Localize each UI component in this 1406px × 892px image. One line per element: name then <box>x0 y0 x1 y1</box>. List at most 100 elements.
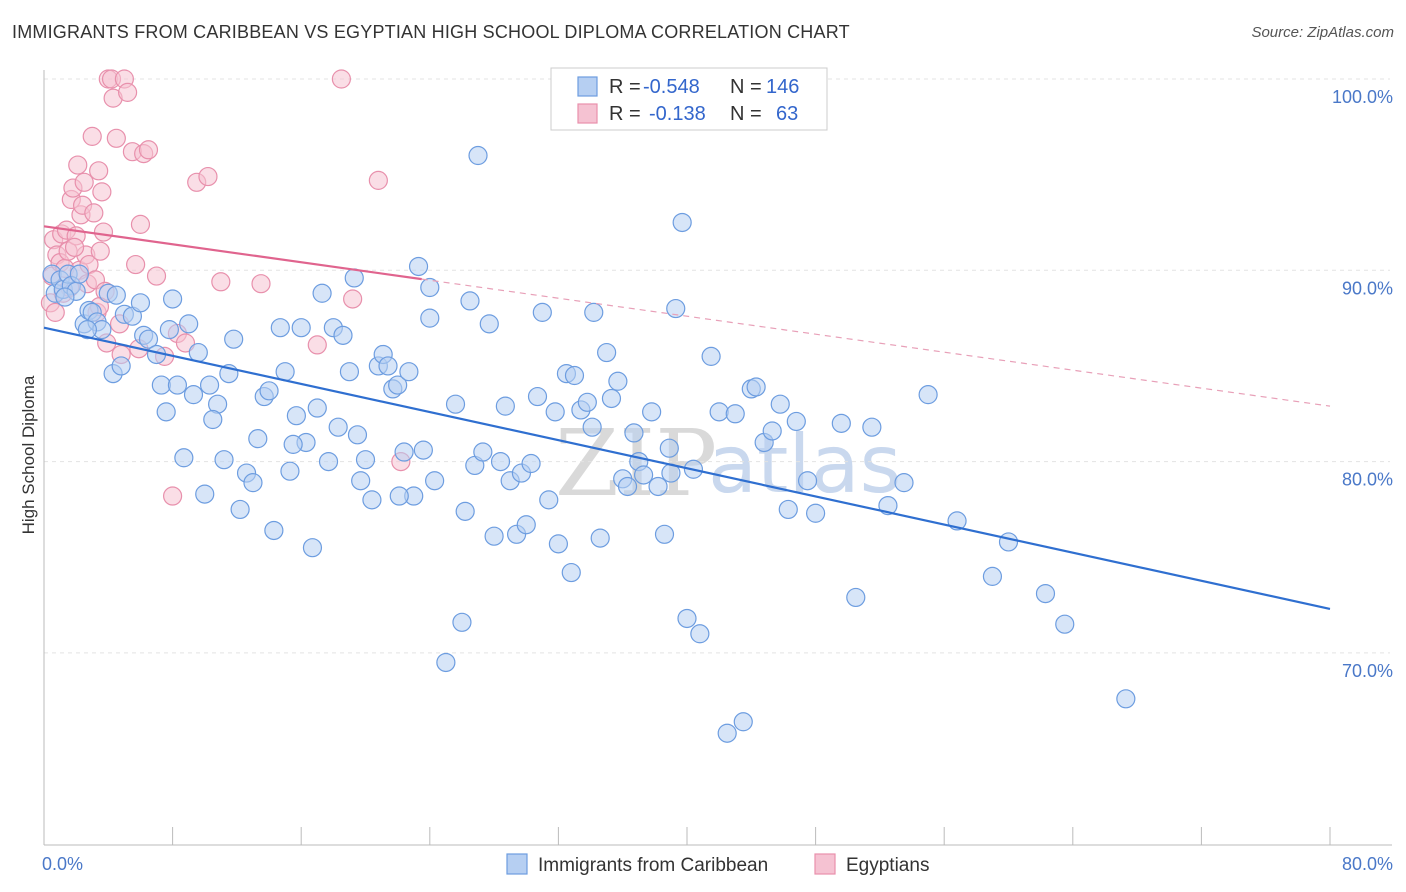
x-tick-labels: 0.0% 80.0% <box>42 854 1393 874</box>
caribbean-point <box>408 256 429 277</box>
caribbean-point <box>597 342 617 363</box>
caribbean-point <box>291 318 311 338</box>
caribbean-point <box>420 277 440 298</box>
caribbean-point <box>582 417 602 437</box>
axes <box>43 70 1392 846</box>
egyptians-point <box>74 172 94 192</box>
y-tick-label: 70.0% <box>1342 661 1393 681</box>
caribbean-point <box>659 438 679 458</box>
legend-r-label-1: R = <box>609 76 641 98</box>
caribbean-point <box>770 394 790 414</box>
y-tick-labels: 70.0% 80.0% 90.0% 100.0% <box>1332 87 1393 681</box>
caribbean-point <box>203 409 223 430</box>
x-tick-label-max: 80.0% <box>1342 854 1393 874</box>
egyptians-point <box>163 486 183 506</box>
egyptians-point <box>138 140 159 160</box>
y-tick-label: 100.0% <box>1332 87 1393 107</box>
caribbean-point <box>280 461 300 481</box>
legend-n-value-2: 63 <box>776 103 798 125</box>
caribbean-point <box>862 417 882 437</box>
caribbean-point <box>394 442 414 462</box>
egyptians-point <box>82 126 102 146</box>
egyptians-point <box>68 155 88 175</box>
y-tick-label: 80.0% <box>1342 470 1393 490</box>
caribbean-point <box>473 442 493 462</box>
caribbean-point <box>701 346 721 366</box>
chart-title: IMMIGRANTS FROM CARIBBEAN VS EGYPTIAN HI… <box>12 22 850 42</box>
egyptians-point <box>251 274 271 294</box>
caribbean-point <box>174 448 194 468</box>
trend-lines <box>43 225 1331 610</box>
egyptians-point <box>89 161 109 181</box>
egyptians-trend-extension <box>421 278 1331 407</box>
caribbean-point <box>584 302 604 322</box>
caribbean-point <box>778 499 798 520</box>
caribbean-point <box>1055 614 1075 634</box>
series-legend: Immigrants from Caribbean Egyptians <box>506 853 929 876</box>
caribbean-point <box>725 404 745 424</box>
caribbean-point <box>878 495 898 516</box>
y-axis-label: High School Diploma <box>19 375 38 534</box>
caribbean-point <box>797 471 818 491</box>
caribbean-point <box>521 453 541 474</box>
legend-r-value-1: -0.548 <box>643 76 700 98</box>
caribbean-point <box>130 293 151 313</box>
caribbean-point <box>259 381 279 401</box>
caribbean-point <box>1116 689 1136 709</box>
caribbean-point <box>333 325 353 345</box>
egyptians-point <box>307 335 327 355</box>
caribbean-point <box>339 362 360 382</box>
caribbean-point <box>548 534 569 554</box>
caribbean-point <box>286 406 306 426</box>
egyptians-point <box>106 128 126 148</box>
caribbean-point <box>302 538 323 558</box>
source-label: Source: ZipAtlas.com <box>1251 24 1394 41</box>
caribbean-point <box>163 289 183 309</box>
caribbean-point <box>982 566 1003 586</box>
caribbean-point <box>183 385 204 405</box>
legend-r-value-2: -0.138 <box>649 103 706 125</box>
caribbean-point <box>159 320 179 340</box>
egyptians-point <box>64 237 85 257</box>
egyptians-point <box>368 170 388 190</box>
legend-n-value-1: 146 <box>766 76 799 98</box>
bottom-legend-swatch-caribbean <box>506 853 528 875</box>
legend-n-label-1: N = <box>730 76 762 98</box>
caribbean-point <box>264 520 284 541</box>
caribbean-point <box>633 465 654 485</box>
egyptians-point <box>93 222 114 242</box>
caribbean-point <box>151 375 171 395</box>
egyptians-point <box>84 203 104 223</box>
grid-lines <box>44 78 1390 654</box>
caribbean-point <box>179 314 199 334</box>
correlation-legend: R = -0.548 N = 146 R = -0.138 N = 63 <box>550 67 828 131</box>
caribbean-point <box>642 402 662 422</box>
caribbean-point <box>347 425 368 445</box>
egyptians-point <box>343 289 363 309</box>
caribbean-point <box>786 411 806 432</box>
caribbean-point <box>894 473 914 493</box>
caribbean-point <box>243 473 263 493</box>
caribbean-trend-line <box>43 326 1331 610</box>
caribbean-point <box>230 499 250 520</box>
caribbean-point <box>746 377 766 397</box>
egyptians-point <box>45 302 65 322</box>
y-tick-label: 90.0% <box>1342 278 1393 298</box>
caribbean-point <box>468 145 488 166</box>
caribbean-point <box>690 624 710 644</box>
caribbean-point <box>527 386 548 407</box>
caribbean-point <box>677 608 697 629</box>
caribbean-point <box>167 375 188 395</box>
caribbean-point <box>156 402 176 422</box>
egyptians-point <box>211 272 231 292</box>
caribbean-point <box>998 532 1019 552</box>
caribbean-point <box>413 440 433 460</box>
caribbean-point <box>624 423 644 443</box>
caribbean-point <box>55 287 75 307</box>
caribbean-point <box>577 392 597 412</box>
bottom-legend-caribbean: Immigrants from Caribbean <box>538 855 768 876</box>
caribbean-point <box>516 515 536 535</box>
caribbean-point <box>106 285 126 305</box>
caribbean-point <box>436 652 456 673</box>
